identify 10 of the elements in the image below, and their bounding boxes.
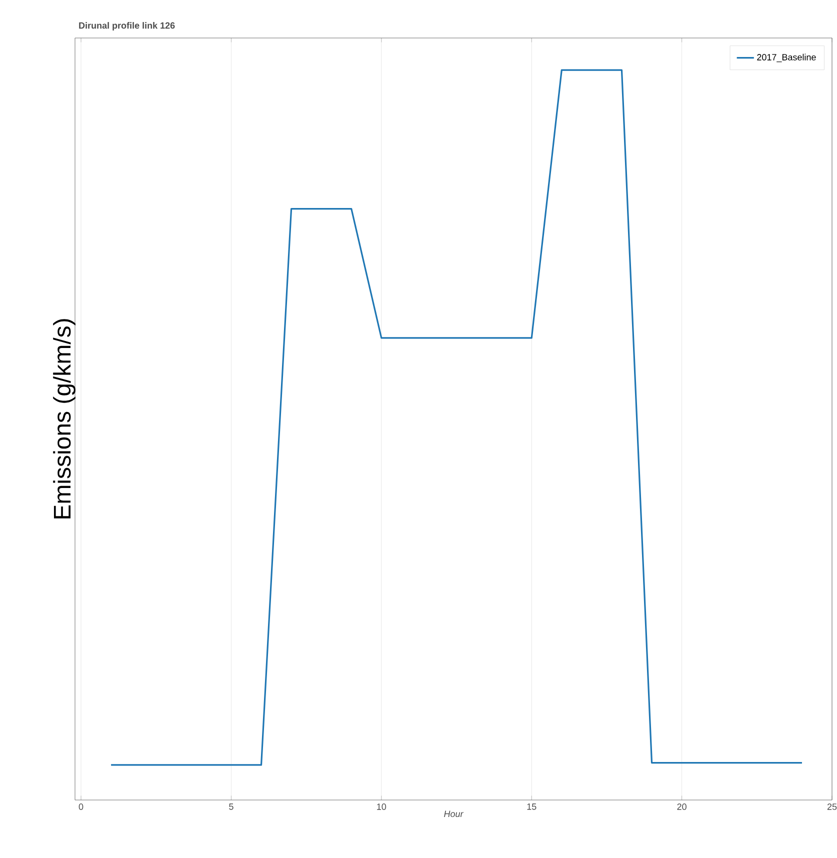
x-axis-title: Hour bbox=[444, 810, 464, 818]
chart-title: Dirunal profile link 126 bbox=[79, 22, 175, 30]
x-tick-label: 5 bbox=[229, 804, 234, 810]
x-tick-label: 15 bbox=[527, 804, 536, 810]
y-axis-title: Emissions (g/km/s) bbox=[53, 319, 76, 518]
x-tick-label: 0 bbox=[78, 804, 84, 810]
legend-label: 2017_Baseline bbox=[757, 54, 816, 62]
x-tick-label: 25 bbox=[827, 804, 837, 810]
x-tick-label: 10 bbox=[377, 804, 386, 810]
x-tick-label: 20 bbox=[677, 804, 686, 810]
